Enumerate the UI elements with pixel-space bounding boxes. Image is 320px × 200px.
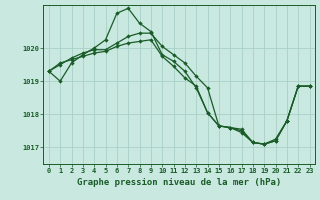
X-axis label: Graphe pression niveau de la mer (hPa): Graphe pression niveau de la mer (hPa) <box>77 178 281 187</box>
